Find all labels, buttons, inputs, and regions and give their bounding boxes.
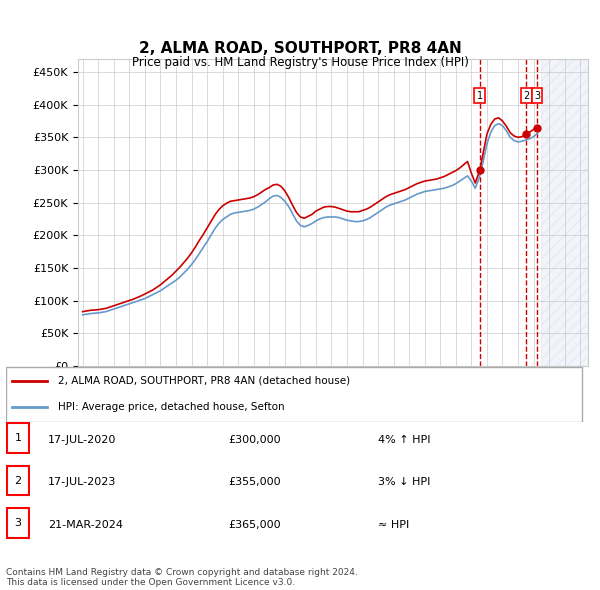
FancyBboxPatch shape	[7, 466, 29, 495]
Text: 3: 3	[14, 518, 22, 528]
Text: ≈ HPI: ≈ HPI	[378, 520, 409, 529]
Text: 1: 1	[477, 91, 483, 101]
Text: 17-JUL-2023: 17-JUL-2023	[48, 477, 116, 487]
FancyBboxPatch shape	[7, 509, 29, 537]
Text: £365,000: £365,000	[228, 520, 281, 529]
Text: 21-MAR-2024: 21-MAR-2024	[48, 520, 123, 529]
Text: Contains HM Land Registry data © Crown copyright and database right 2024.
This d: Contains HM Land Registry data © Crown c…	[6, 568, 358, 587]
Text: 2, ALMA ROAD, SOUTHPORT, PR8 4AN: 2, ALMA ROAD, SOUTHPORT, PR8 4AN	[139, 41, 461, 56]
Bar	[541, 59, 600, 366]
Text: HPI: Average price, detached house, Sefton: HPI: Average price, detached house, Seft…	[58, 402, 285, 412]
Text: 17-JUL-2020: 17-JUL-2020	[48, 435, 116, 444]
Text: 2: 2	[14, 476, 22, 486]
Text: £355,000: £355,000	[228, 477, 281, 487]
FancyBboxPatch shape	[7, 424, 29, 453]
Text: 4% ↑ HPI: 4% ↑ HPI	[378, 435, 431, 444]
Text: £300,000: £300,000	[228, 435, 281, 444]
Text: 2: 2	[523, 91, 530, 101]
Text: 1: 1	[14, 433, 22, 443]
Text: 3% ↓ HPI: 3% ↓ HPI	[378, 477, 430, 487]
Text: Price paid vs. HM Land Registry's House Price Index (HPI): Price paid vs. HM Land Registry's House …	[131, 56, 469, 69]
Text: 3: 3	[534, 91, 540, 101]
Text: 2, ALMA ROAD, SOUTHPORT, PR8 4AN (detached house): 2, ALMA ROAD, SOUTHPORT, PR8 4AN (detach…	[58, 376, 350, 386]
FancyBboxPatch shape	[6, 367, 582, 422]
